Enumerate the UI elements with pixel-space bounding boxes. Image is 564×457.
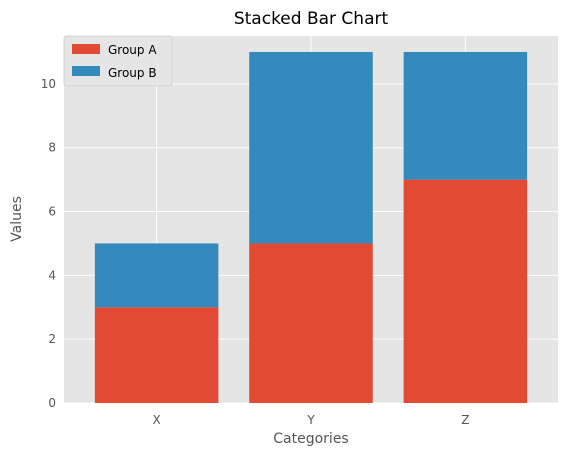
tick-labels: 0 2 4 6 8 10 X Y Z [41, 77, 470, 427]
y-tick-label: 8 [48, 141, 56, 155]
bar-group-a-z [403, 179, 528, 403]
y-tick-label: 2 [48, 332, 56, 346]
legend-label-group-a: Group A [108, 43, 157, 57]
legend-label-group-b: Group B [108, 66, 157, 80]
y-tick-label: 0 [48, 396, 56, 410]
bar-group-a-y [249, 243, 373, 403]
bars [94, 51, 528, 403]
legend: Group A Group B [63, 35, 173, 87]
bar-group-b-z [403, 51, 528, 180]
x-tick-label: Y [306, 413, 315, 427]
bar-group-b-x [94, 243, 219, 308]
y-tick-label: 10 [41, 77, 56, 91]
x-tick-label: X [153, 413, 161, 427]
legend-swatch-group-b [72, 66, 100, 76]
y-tick-label: 6 [48, 205, 56, 219]
x-tick-label: Z [461, 413, 469, 427]
bar-group-b-y [249, 51, 373, 244]
legend-swatch-group-a [72, 44, 100, 54]
chart-title: Stacked Bar Chart [234, 9, 389, 29]
x-axis-label: Categories [273, 431, 348, 447]
y-tick-label: 4 [48, 268, 56, 282]
bar-group-a-x [94, 307, 219, 403]
y-axis-label: Values [9, 196, 25, 242]
